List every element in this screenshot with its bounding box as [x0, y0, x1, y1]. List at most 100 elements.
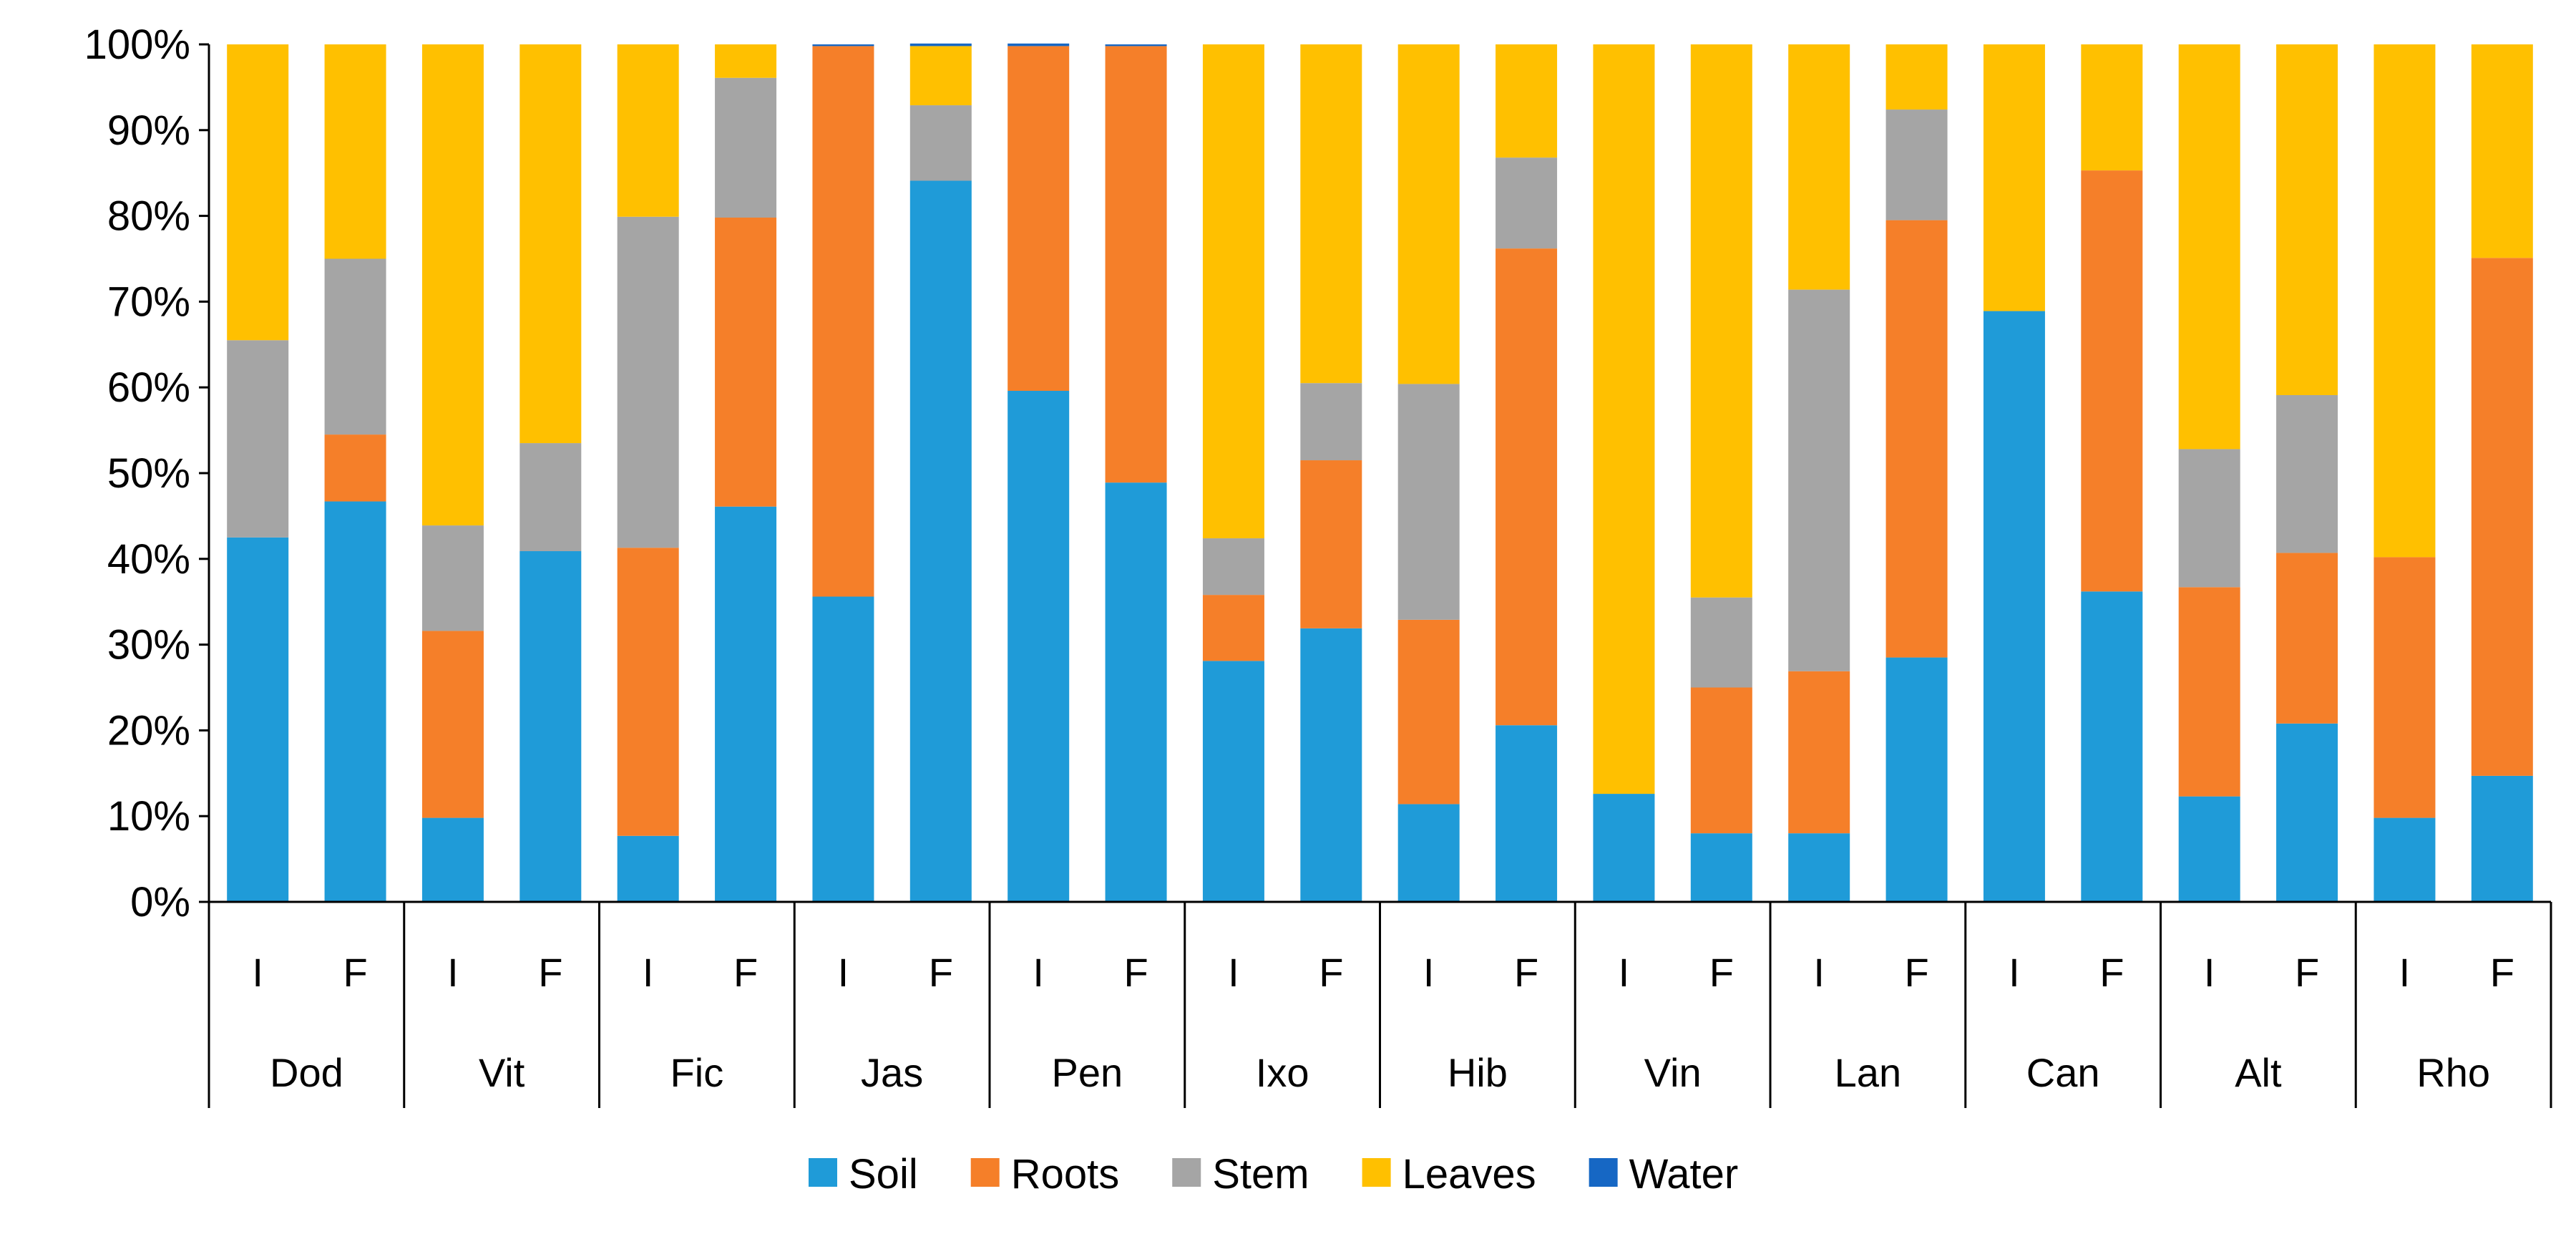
legend-item-soil: Soil [809, 1151, 918, 1197]
bar-segment-soil [227, 537, 289, 902]
bar-segment-soil [2178, 796, 2240, 902]
bar-segment-soil [1300, 628, 1362, 902]
bar-segment-leaves [2081, 44, 2143, 171]
bar-segment-soil [909, 180, 972, 902]
x-group-label: Jas [861, 1050, 923, 1095]
x-subcategory-label: I [1228, 950, 1239, 995]
bar-segment-soil [812, 596, 874, 902]
bar-segment-roots [1496, 248, 1558, 726]
bar-segment-leaves [1885, 44, 1948, 110]
bar-stack [1593, 44, 1655, 902]
legend-swatch [1589, 1158, 1618, 1187]
bar-segment-soil [1593, 794, 1655, 902]
bar-segment-stem [1202, 538, 1264, 596]
legend-item-stem: Stem [1172, 1151, 1309, 1197]
legend-swatch [1362, 1158, 1391, 1187]
x-subcategory-label: I [1619, 950, 1630, 995]
y-tick-label: 0% [130, 879, 190, 926]
x-subcategory-label: F [1123, 950, 1148, 995]
bar-segment-roots [2471, 258, 2533, 776]
x-subcategory-label: I [2399, 950, 2411, 995]
bar-stack [2178, 44, 2240, 902]
x-subcategory-label: I [2009, 950, 2020, 995]
x-subcategory-label: I [1033, 950, 1044, 995]
y-tick-label: 40% [107, 536, 190, 583]
y-tick-label: 90% [107, 107, 190, 154]
bar-stack [1885, 44, 1948, 902]
bar-segment-leaves [421, 44, 484, 526]
bar-segment-soil [1983, 311, 2045, 902]
bar-stack [1983, 44, 2045, 902]
bar-segment-water [1105, 44, 1167, 47]
bar-segment-soil [2373, 817, 2436, 902]
bar-stack [617, 44, 679, 902]
bar-stack [1788, 44, 1850, 902]
bar-segment-roots [1202, 595, 1264, 661]
bar-stack [812, 44, 874, 902]
bar-segment-roots [617, 548, 679, 836]
bar-segment-soil [1105, 482, 1167, 902]
x-subcategory-label: F [1319, 950, 1343, 995]
bar-segment-roots [1300, 460, 1362, 628]
x-subcategory-label: I [252, 950, 263, 995]
legend: Soil Roots Stem Leaves Water [809, 1151, 1738, 1197]
bar-segment-stem [2178, 449, 2240, 588]
bar-segment-soil [1202, 661, 1264, 902]
bar-stack [2471, 44, 2533, 902]
y-tick-label: 60% [107, 364, 190, 411]
bar-segment-leaves [2178, 44, 2240, 450]
bar-segment-roots [2081, 170, 2143, 592]
bar-segment-roots [421, 631, 484, 818]
y-tick-label: 30% [107, 622, 190, 669]
x-subcategory-label: I [447, 950, 459, 995]
bar-segment-water [812, 44, 874, 47]
legend-label: Roots [1011, 1151, 1120, 1197]
bar-segment-roots [1008, 46, 1070, 391]
bar-segment-leaves [1983, 44, 2045, 311]
bar-segment-soil [2276, 723, 2338, 902]
x-subcategory-label: F [733, 950, 758, 995]
bar-stack [1300, 44, 1362, 902]
bar-segment-stem [519, 443, 582, 552]
x-subcategory-label: I [2204, 950, 2215, 995]
legend-item-roots: Roots [970, 1151, 1120, 1197]
bar-stack [421, 44, 484, 902]
legend-label: Water [1629, 1151, 1739, 1197]
x-group-label: Rho [2416, 1050, 2490, 1095]
bar-stack [1496, 44, 1558, 902]
y-axis: 0% 10% 20% 30% 40% 50% 60% 70% 80% 90% 100% [84, 21, 210, 926]
x-subcategory-label: I [838, 950, 849, 995]
bar-stack [519, 44, 582, 902]
bar-stack [1008, 43, 1070, 902]
bar-segment-leaves [1397, 44, 1460, 384]
x-subcategory-label: F [1709, 950, 1734, 995]
bar-segment-roots [1105, 46, 1167, 483]
bar-segment-soil [1496, 725, 1558, 902]
legend-label: Soil [849, 1151, 918, 1197]
bar-stack [715, 44, 777, 902]
y-tick-label: 20% [107, 707, 190, 754]
bar-stack [324, 44, 386, 902]
x-group-label: Ixo [1256, 1050, 1309, 1095]
x-subcategory-label: F [2295, 950, 2319, 995]
x-subcategory-label: F [538, 950, 562, 995]
legend-item-leaves: Leaves [1362, 1151, 1536, 1197]
bar-segment-stem [227, 340, 289, 538]
bar-segment-roots [2178, 587, 2240, 797]
bar-segment-soil [715, 506, 777, 902]
legend-swatch [809, 1158, 837, 1187]
x-group-label: Can [2026, 1050, 2100, 1095]
x-subcategory-label: F [343, 950, 367, 995]
bar-stack [909, 43, 972, 902]
bar-segment-leaves [1202, 44, 1264, 539]
bar-segment-leaves [1593, 44, 1655, 795]
legend-item-water: Water [1589, 1151, 1739, 1197]
bar-segment-leaves [1496, 44, 1558, 158]
bar-segment-stem [421, 525, 484, 631]
y-tick-label: 50% [107, 450, 190, 497]
x-group-label: Fic [670, 1050, 724, 1095]
x-subcategory-label: F [929, 950, 953, 995]
x-group-label: Dod [270, 1050, 343, 1095]
bar-segment-leaves [2276, 44, 2338, 395]
